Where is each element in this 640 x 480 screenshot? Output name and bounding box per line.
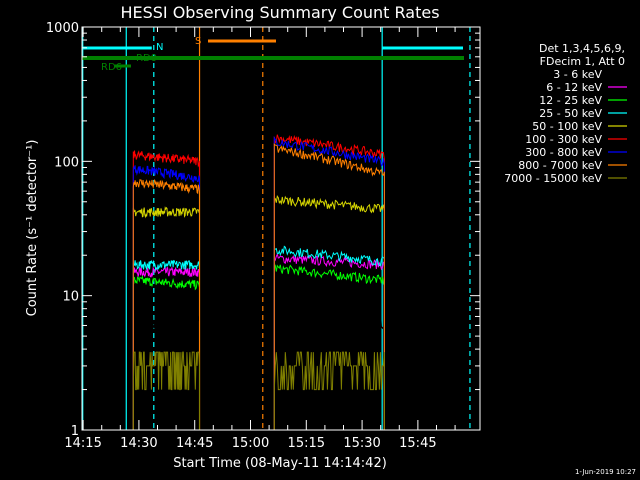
series-6-segment-2: [273, 135, 385, 430]
legend-header-1: Det 1,3,4,5,6,9,: [539, 42, 625, 55]
x-tick-label-3: 15:00: [232, 436, 269, 451]
series-1-segment-2: [273, 252, 385, 430]
series-8-segment-1: [132, 351, 200, 430]
plot-frame: [81, 26, 481, 431]
axes: 1 10 100 1000 14:15 14:30 14:45 15:00 15:15 15:30…: [46, 21, 481, 451]
chart-title: HESSI Observing Summary Count Rates: [120, 3, 439, 22]
series-5-segment-1: [132, 150, 200, 430]
x-tick-label-6: 15:45: [399, 436, 436, 451]
saa-label: S: [195, 36, 201, 47]
legend-label-0: 3 - 6 keV: [553, 68, 602, 81]
plot-area: [82, 27, 471, 430]
y-tick-label-1: 10: [62, 290, 79, 305]
legend-label-4: 50 - 100 keV: [532, 120, 602, 133]
x-axis-label: Start Time (08-May-11 14:14:42): [173, 456, 387, 471]
legend-header-2: FDecim 1, Att 0: [540, 55, 625, 68]
series-2-segment-1: [132, 274, 200, 430]
y-tick-label-0: 1: [71, 424, 79, 439]
legend-label-6: 300 - 800 keV: [525, 146, 602, 159]
series-1-segment-1: [132, 265, 200, 430]
series-3-segment-2: [273, 245, 385, 430]
series-8-segment-2: [273, 351, 385, 430]
timestamp: 1-Jun-2019 10:27: [575, 468, 636, 476]
x-tick-label-4: 15:15: [288, 436, 325, 451]
series-0-segment-2: [273, 280, 385, 430]
rd6-label: RD6: [101, 62, 122, 73]
x-tick-label-0: 14:15: [64, 436, 101, 451]
x-tick-label-1: 14:30: [120, 436, 157, 451]
series-2-segment-2: [273, 264, 385, 430]
y-axis-label: Count Rate (s⁻¹ detector⁻¹): [25, 140, 40, 317]
series-7-segment-1: [132, 178, 200, 430]
legend-label-1: 6 - 12 keV: [546, 81, 602, 94]
series-0-segment-1: [132, 311, 200, 430]
legend-label-7: 800 - 7000 keV: [518, 159, 602, 172]
series-4-segment-1: [132, 206, 200, 430]
y-tick-label-3: 1000: [46, 21, 79, 36]
series-3-segment-1: [132, 259, 200, 430]
night-label: N: [156, 42, 163, 53]
rd0-label: RD0: [136, 53, 157, 64]
legend-label-2: 12 - 25 keV: [539, 94, 602, 107]
legend-label-5: 100 - 300 keV: [525, 133, 602, 146]
series-4-segment-2: [273, 195, 385, 430]
y-tick-label-2: 100: [54, 155, 79, 170]
legend-label-8: 7000 - 15000 keV: [504, 172, 602, 185]
series-6-segment-1: [132, 165, 200, 430]
x-tick-label-5: 15:30: [343, 436, 380, 451]
legend-label-3: 25 - 50 keV: [539, 107, 602, 120]
x-tick-label-2: 14:45: [176, 436, 213, 451]
series-7-segment-2: [273, 143, 385, 430]
legend: Det 1,3,4,5,6,9, FDecim 1, Att 0 3 - 6 k…: [504, 42, 627, 185]
